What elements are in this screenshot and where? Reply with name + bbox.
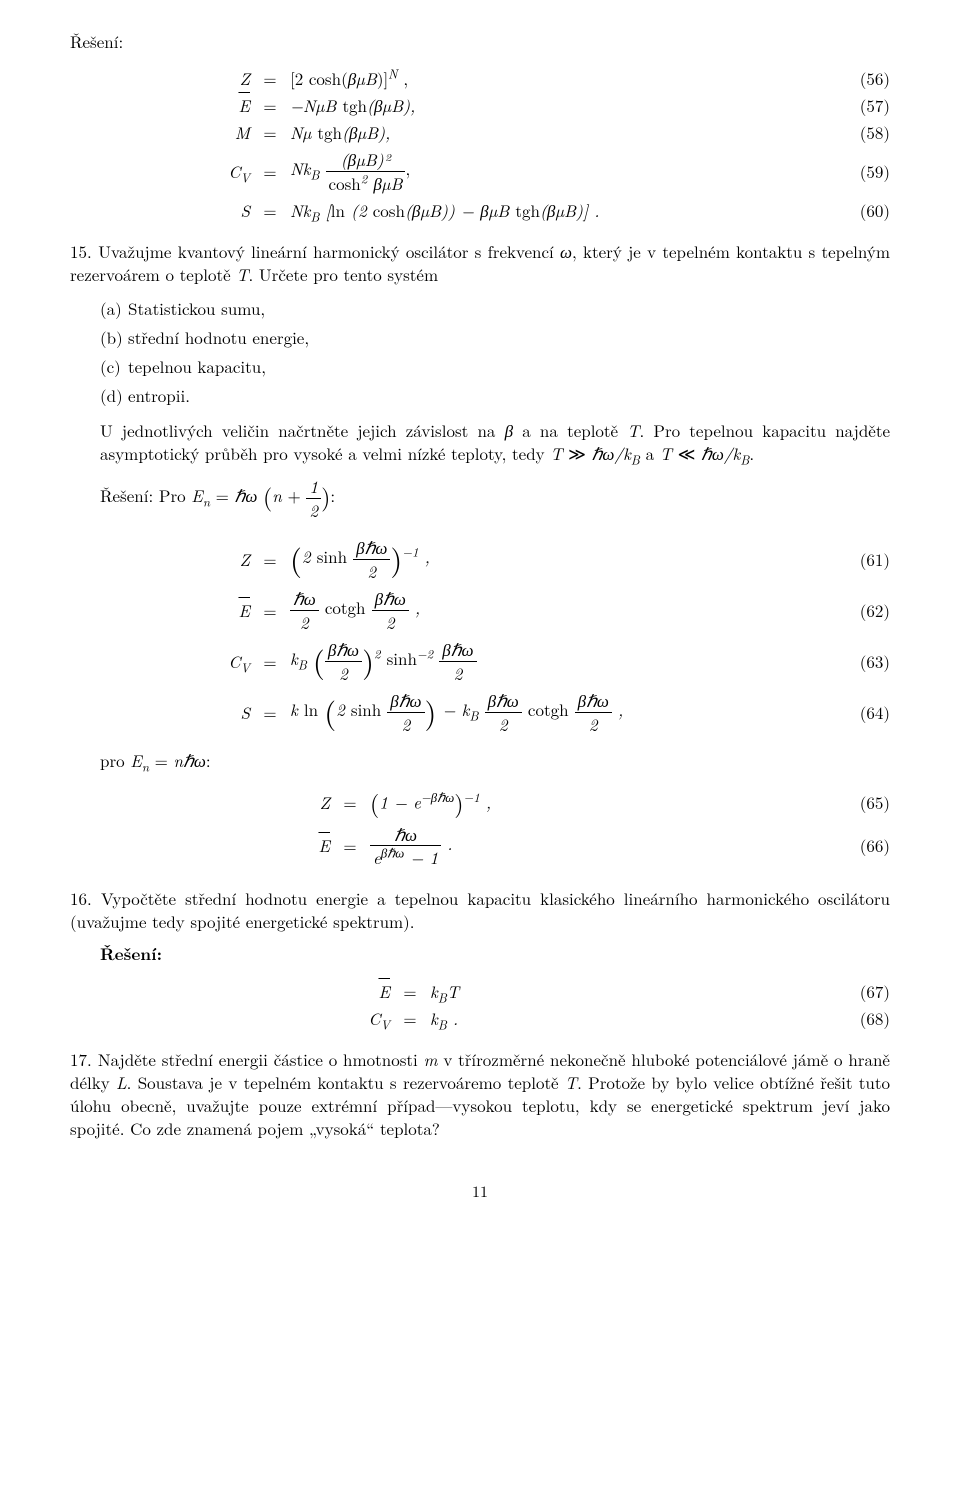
- eq58-num: (58): [840, 121, 890, 144]
- eq-58: M = Nµ tgh(βµB), (58): [70, 121, 890, 144]
- eq59-num: (59): [840, 160, 890, 183]
- eq65-num: (65): [840, 791, 890, 814]
- eq59-lhs: C: [228, 159, 240, 183]
- eq66-lhs: E: [318, 833, 330, 857]
- eq65-lhs: Z: [320, 790, 330, 814]
- eq57-lhs: E: [238, 93, 250, 117]
- p15-para1: U jednotlivých veličin načrtněte jejich …: [100, 419, 890, 465]
- eq56-lhs: Z: [240, 66, 250, 90]
- p15-reseni-pre: Řešení: Pro En = ℏω (n + 12):: [100, 475, 890, 522]
- eq62-lhs: E: [238, 598, 250, 622]
- p17-num: 17.: [70, 1048, 92, 1071]
- eq56-rhs-c: )]: [377, 66, 388, 90]
- eq56-num: (56): [840, 67, 890, 90]
- page-number: 11: [70, 1180, 890, 1202]
- eq-62: E = ℏω2 cotgh βℏω2 , (62): [70, 587, 890, 634]
- p15-d-label: (d): [100, 384, 128, 407]
- eq59-tail: ,: [405, 156, 410, 180]
- eq56-exp: N: [388, 64, 397, 82]
- eq61-lhs: Z: [240, 547, 250, 571]
- equation-block-67-68: E = kBT (67) CV = kB . (68): [70, 980, 890, 1030]
- eq-57: E = −NµB tgh(βµB), (57): [70, 94, 890, 117]
- eq59-lhs-sub: V: [241, 168, 250, 186]
- eq60-num: (60): [840, 199, 890, 222]
- eq66-num: (66): [840, 834, 890, 857]
- eq67-lhs: E: [378, 979, 390, 1003]
- eq63-lhs-sub: V: [241, 658, 250, 676]
- p15-a-text: Statistickou sumu,: [128, 296, 265, 320]
- problem-16: 16. Vypočtěte střední hodnotu energie a …: [70, 887, 890, 933]
- p17-text: Najděte střední energii částice o hmotno…: [70, 1047, 890, 1140]
- eq-66: E = ℏωeβℏω − 1 . (66): [70, 823, 890, 870]
- p15-c-text: tepelnou kapacitu,: [128, 354, 266, 378]
- p15-pro: pro En = nℏω:: [100, 749, 890, 772]
- eq-68: CV = kB . (68): [70, 1007, 890, 1030]
- eq60-rhs: [ln (2 cosh(βµB)) − βµB tgh(βµB)] .: [319, 198, 599, 222]
- p15-item-b: (b)střední hodnotu energie,: [100, 326, 890, 349]
- eq-65: Z = (1 − e−βℏω)−1 , (65): [70, 786, 890, 818]
- eq59-pre-sub: B: [310, 165, 319, 183]
- eq57-num: (57): [840, 94, 890, 117]
- eq58-rhs: Nµ tgh(βµB),: [290, 120, 390, 144]
- p15-c-label: (c): [100, 355, 128, 378]
- eq59-pre: Nk: [290, 156, 310, 180]
- p15-b-label: (b): [100, 326, 128, 349]
- p15-a-label: (a): [100, 297, 128, 320]
- eq-64: S = k ln (2 sinh βℏω2) − kB βℏω2 cotgh β…: [70, 689, 890, 736]
- eq56-rhs-b: βµB: [348, 66, 377, 90]
- problem-15: 15. Uvažujme kvantový lineární harmonick…: [70, 240, 890, 286]
- p16-text: Vypočtěte střední hodnotu energie a tepe…: [70, 886, 890, 933]
- p15-num: 15.: [70, 240, 92, 263]
- eq68-lhs-sub: V: [381, 1016, 390, 1034]
- p15-list: (a)Statistickou sumu, (b)střední hodnotu…: [100, 297, 890, 407]
- eq60-pre: Nk: [290, 198, 310, 222]
- eq58-lhs: M: [235, 120, 250, 144]
- p16-num: 16.: [70, 887, 92, 910]
- eq64-lhs: S: [240, 700, 250, 724]
- eq62-num: (62): [840, 599, 890, 622]
- equation-block-61-64: Z = (2 sinh βℏω2)−1 , (61) E = ℏω2 cotgh…: [70, 536, 890, 736]
- eq56-rhs-a: [2 cosh(: [290, 66, 348, 90]
- reseni-heading: Řešení:: [70, 30, 890, 53]
- p15-item-c: (c)tepelnou kapacitu,: [100, 355, 890, 378]
- p15-d-text: entropii.: [128, 383, 190, 407]
- p15-item-d: (d)entropii.: [100, 384, 890, 407]
- eq60-lhs: S: [240, 198, 250, 222]
- eq57-rhs: −NµB tgh(βµB),: [290, 93, 415, 117]
- eq68-num: (68): [840, 1007, 890, 1030]
- p15-b-text: střední hodnotu energie,: [128, 325, 309, 349]
- eq63-lhs: C: [228, 649, 240, 673]
- eq61-num: (61): [840, 548, 890, 571]
- p15-text: Uvažujme kvantový lineární harmonický os…: [70, 239, 890, 286]
- eq-67: E = kBT (67): [70, 980, 890, 1003]
- eq-56: Z = [2 cosh(βµB)]N , (56): [70, 67, 890, 90]
- eq67-num: (67): [840, 980, 890, 1003]
- eq-59: CV = NkB (βµB)²cosh2 βµB, (59): [70, 148, 890, 195]
- eq64-num: (64): [840, 701, 890, 724]
- eq56-tail: ,: [398, 66, 408, 90]
- equation-block-56-60: Z = [2 cosh(βµB)]N , (56) E = −NµB tgh(β…: [70, 67, 890, 222]
- p16-reseni: Řešení:: [100, 943, 890, 966]
- eq68-lhs: C: [368, 1006, 380, 1030]
- eq-61: Z = (2 sinh βℏω2)−1 , (61): [70, 536, 890, 583]
- p15-item-a: (a)Statistickou sumu,: [100, 297, 890, 320]
- eq-63: CV = kB (βℏω2)2 sinh−2 βℏω2 (63): [70, 638, 890, 685]
- eq63-num: (63): [840, 650, 890, 673]
- problem-17: 17. Najděte střední energii částice o hm…: [70, 1048, 890, 1140]
- eq-60: S = NkB [ln (2 cosh(βµB)) − βµB tgh(βµB)…: [70, 199, 890, 222]
- equation-block-65-66: Z = (1 − e−βℏω)−1 , (65) E = ℏωeβℏω − 1 …: [70, 786, 890, 869]
